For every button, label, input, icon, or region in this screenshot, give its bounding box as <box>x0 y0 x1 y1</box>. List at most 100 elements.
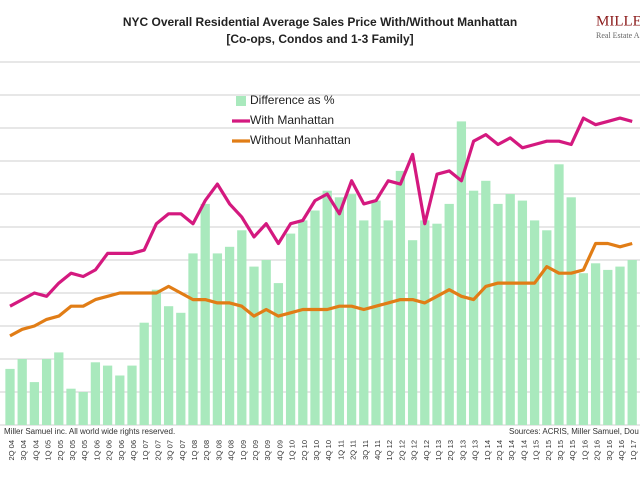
legend-label: Without Manhattan <box>250 133 351 147</box>
x-tick-label: 3Q 11 <box>361 440 370 460</box>
x-tick-label: 4Q 09 <box>275 440 284 460</box>
x-tick-label: 3Q 16 <box>605 440 614 460</box>
x-tick-label: 2Q 04 <box>7 440 16 460</box>
x-tick-label: 1Q 09 <box>239 440 248 460</box>
x-tick-label: 2Q 05 <box>56 440 65 460</box>
bar <box>432 223 442 425</box>
bar <box>139 322 149 425</box>
x-tick-label: 1Q 12 <box>385 440 394 460</box>
bar <box>554 164 564 426</box>
x-tick-label: 4Q 07 <box>178 440 187 460</box>
x-tick-label: 4Q 12 <box>422 440 431 460</box>
bar <box>102 365 113 425</box>
lines <box>9 116 633 338</box>
bar <box>334 197 345 425</box>
bar <box>493 203 503 425</box>
x-tick-label: 3Q 07 <box>166 440 175 460</box>
bars <box>5 121 637 426</box>
bar <box>5 368 15 425</box>
source: Sources: ACRIS, Miller Samuel, Dou <box>509 427 639 436</box>
bar <box>615 266 625 425</box>
x-tick-label: 3Q 06 <box>117 440 126 460</box>
bar <box>90 362 101 425</box>
x-tick-label: 3Q 14 <box>507 440 516 460</box>
x-tick-label: 1Q 07 <box>141 440 150 460</box>
bar <box>603 269 613 425</box>
x-tick-label: 1Q 13 <box>434 440 443 460</box>
bar <box>41 359 52 425</box>
bar <box>444 203 454 425</box>
x-tick-label: 2Q 10 <box>300 440 309 460</box>
x-tick-label: 4Q 04 <box>31 440 40 460</box>
x-tick-label: 4Q 06 <box>129 440 138 460</box>
chart-title: NYC Overall Residential Average Sales Pr… <box>123 15 517 29</box>
line <box>9 241 633 338</box>
line <box>9 116 633 308</box>
bar <box>151 289 162 425</box>
x-tick-label: 3Q 15 <box>556 440 565 460</box>
legend: Difference as % With Manhattan Without Man… <box>232 93 351 147</box>
bar <box>285 233 296 425</box>
x-tick-label: 2Q 07 <box>153 440 162 460</box>
bar <box>505 194 515 425</box>
x-tick-label: 2Q 06 <box>105 440 114 460</box>
bar <box>407 240 418 425</box>
x-tick-label: 2Q 08 <box>202 440 211 460</box>
x-tick-label: 2Q 09 <box>251 440 260 460</box>
bar <box>273 283 284 425</box>
bar <box>127 365 137 425</box>
bar <box>468 190 479 425</box>
legend-label: Difference as % <box>250 93 335 107</box>
bar <box>346 194 357 425</box>
x-tick-label: 4Q 16 <box>617 440 626 460</box>
x-tick-label: 4Q 11 <box>373 440 382 460</box>
bar <box>529 220 540 425</box>
bar <box>627 260 637 425</box>
bar <box>66 388 76 425</box>
x-tick-label: 4Q 08 <box>227 440 236 460</box>
bar <box>298 220 308 425</box>
x-tick-label: 1Q 15 <box>532 440 541 460</box>
x-tick-label: 1Q 14 <box>483 440 492 460</box>
x-tick-label: 1Q 10 <box>288 440 297 460</box>
bar <box>359 220 369 425</box>
x-tick-label: 2Q 14 <box>495 440 504 460</box>
x-tick-label: 4Q 13 <box>471 440 480 460</box>
x-tick-label: 1Q 16 <box>580 440 589 460</box>
x-tick-label: 1Q 05 <box>44 440 53 460</box>
x-tick-label: 2Q 16 <box>593 440 602 460</box>
bar <box>542 230 552 425</box>
x-tick-label: 3Q 09 <box>263 440 272 460</box>
bar <box>420 220 430 425</box>
bar <box>176 312 186 425</box>
x-tick-label: 4Q 14 <box>519 440 528 460</box>
bar <box>249 266 259 425</box>
bar <box>371 200 381 425</box>
legend-swatch <box>236 96 246 106</box>
x-tick-label: 1Q 08 <box>190 440 199 460</box>
bar <box>481 180 491 425</box>
x-tick-label: 1Q 06 <box>92 440 101 460</box>
x-tick-label: 2Q 12 <box>397 440 406 460</box>
bar <box>54 352 64 425</box>
x-tick-label: 2Q 15 <box>544 440 553 460</box>
x-tick-label: 1Q 17 <box>629 440 638 460</box>
x-tick-label: 4Q 10 <box>324 440 333 460</box>
bar <box>310 210 320 425</box>
x-labels: 2Q 04 3Q 04 4Q 04 1Q 05 2Q 05 3Q 05 4Q 05 1Q 06… <box>7 440 638 460</box>
bar <box>261 260 271 425</box>
bar <box>237 230 247 425</box>
x-tick-label: 3Q 12 <box>410 440 419 460</box>
bar <box>383 220 393 425</box>
bar <box>578 273 589 425</box>
x-tick-label: 2Q 11 <box>349 440 358 460</box>
x-tick-label: 2Q 13 <box>446 440 455 460</box>
bar <box>200 203 210 425</box>
x-tick-label: 3Q 08 <box>214 440 223 460</box>
chart-subtitle: [Co-ops, Condos and 1-3 Family] <box>226 32 413 46</box>
bar <box>188 253 198 425</box>
x-tick-label: 3Q 13 <box>458 440 467 460</box>
x-tick-label: 3Q 04 <box>19 440 28 460</box>
